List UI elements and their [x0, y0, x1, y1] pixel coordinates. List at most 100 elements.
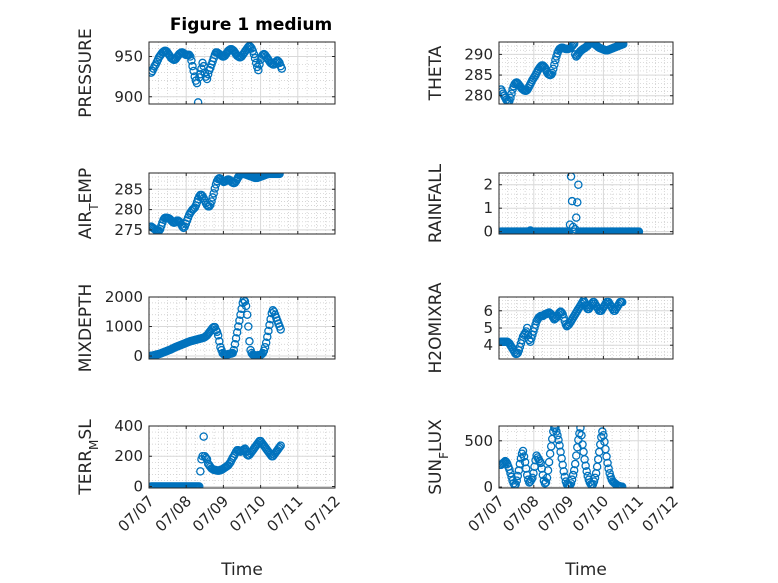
data-point [560, 472, 570, 482]
data-point [598, 427, 607, 436]
data-point [189, 66, 198, 76]
data-point [259, 346, 269, 355]
data-point [544, 457, 554, 467]
data-point [212, 327, 222, 337]
data-point [528, 473, 537, 483]
data-point [540, 479, 550, 488]
data-point [513, 471, 523, 481]
data-point [573, 198, 582, 207]
series-markers [499, 42, 628, 104]
y-tick-label: 900 [114, 88, 143, 106]
data-point [603, 458, 612, 468]
data-point [506, 93, 515, 103]
y-tick-label: 0 [133, 477, 143, 495]
data-point [589, 477, 599, 486]
y-tick-label: 0 [133, 347, 143, 365]
subplot-mixdepth: 0 1000 2000 MIXDEPTH [76, 284, 336, 373]
data-point [188, 61, 197, 71]
data-point [590, 473, 600, 483]
data-point [254, 65, 263, 75]
data-point [241, 301, 251, 311]
series-markers [149, 297, 285, 359]
data-point [541, 478, 551, 487]
y-tick-label: 950 [114, 47, 143, 65]
y-tick-label: 280 [114, 201, 143, 219]
y-tick-label: 280 [464, 87, 493, 105]
label-part: SL [76, 419, 96, 440]
data-point [193, 98, 203, 104]
y-axis-label: RAINFALL [426, 163, 446, 243]
data-point [149, 68, 156, 77]
y-tick-label: 4 [483, 336, 493, 354]
label-subscript: T [87, 203, 101, 212]
data-point [567, 196, 577, 206]
x-axis-label: Time [564, 560, 607, 580]
label-part: TERR [76, 450, 96, 496]
data-point [215, 337, 224, 346]
subplot-h2omixra: 456 H2OMIXRA [426, 282, 674, 374]
data-point [276, 325, 285, 334]
y-axis-label: MIXDEPTH [76, 284, 96, 373]
data-point [276, 441, 285, 450]
data-point [518, 446, 528, 456]
data-point [604, 464, 613, 473]
data-point [264, 326, 273, 336]
data-point [582, 467, 591, 476]
axes-frame [148, 172, 336, 235]
y-tick-label: 0 [483, 223, 493, 241]
series-markers [149, 173, 284, 234]
data-point [194, 482, 204, 488]
data-point [568, 42, 578, 50]
data-point [512, 476, 521, 485]
data-point [199, 432, 208, 441]
data-point [567, 42, 577, 51]
data-point [549, 64, 558, 74]
data-point [213, 331, 223, 340]
subplot-air-temp: 275 280 285 AIRTEMP [76, 168, 336, 239]
data-point [543, 466, 553, 475]
data-point [245, 337, 254, 346]
data-point [538, 470, 548, 480]
data-point [275, 173, 284, 179]
series-markers [149, 42, 287, 104]
data-point [234, 322, 243, 331]
data-point [275, 442, 284, 452]
axes-frame [498, 425, 674, 489]
data-point [209, 189, 218, 198]
data-point [579, 297, 588, 305]
y-tick-label: 285 [114, 180, 143, 198]
data-point [634, 227, 644, 234]
data-point [570, 459, 580, 469]
data-point [232, 328, 242, 337]
data-point [187, 56, 196, 65]
data-point [274, 57, 283, 66]
data-point [255, 60, 264, 69]
data-point [552, 427, 561, 436]
y-tick-label: 290 [464, 45, 493, 63]
data-point [546, 70, 556, 79]
y-tick-label: 500 [464, 432, 493, 450]
axes-frame [148, 41, 336, 105]
data-point [574, 180, 583, 189]
data-point [150, 61, 159, 71]
y-tick-label: 0 [483, 478, 493, 496]
data-point [572, 451, 581, 460]
y-tick-label: 400 [114, 417, 143, 435]
label-part: SUN [426, 459, 446, 495]
data-point [550, 60, 559, 69]
data-point [154, 226, 164, 234]
data-point [186, 52, 195, 61]
y-tick-label: 200 [114, 447, 143, 465]
x-axis-label: Time [220, 560, 263, 580]
data-point [553, 431, 562, 440]
y-tick-label: 1 [483, 199, 493, 217]
data-point [260, 342, 270, 352]
data-point [179, 223, 188, 233]
data-point [567, 475, 577, 484]
data-point [575, 429, 584, 438]
label-part: LUX [426, 419, 446, 452]
data-point [242, 310, 252, 319]
y-axis-label: SUNFLUX [426, 419, 451, 495]
y-tick-label: 2 [483, 176, 493, 194]
